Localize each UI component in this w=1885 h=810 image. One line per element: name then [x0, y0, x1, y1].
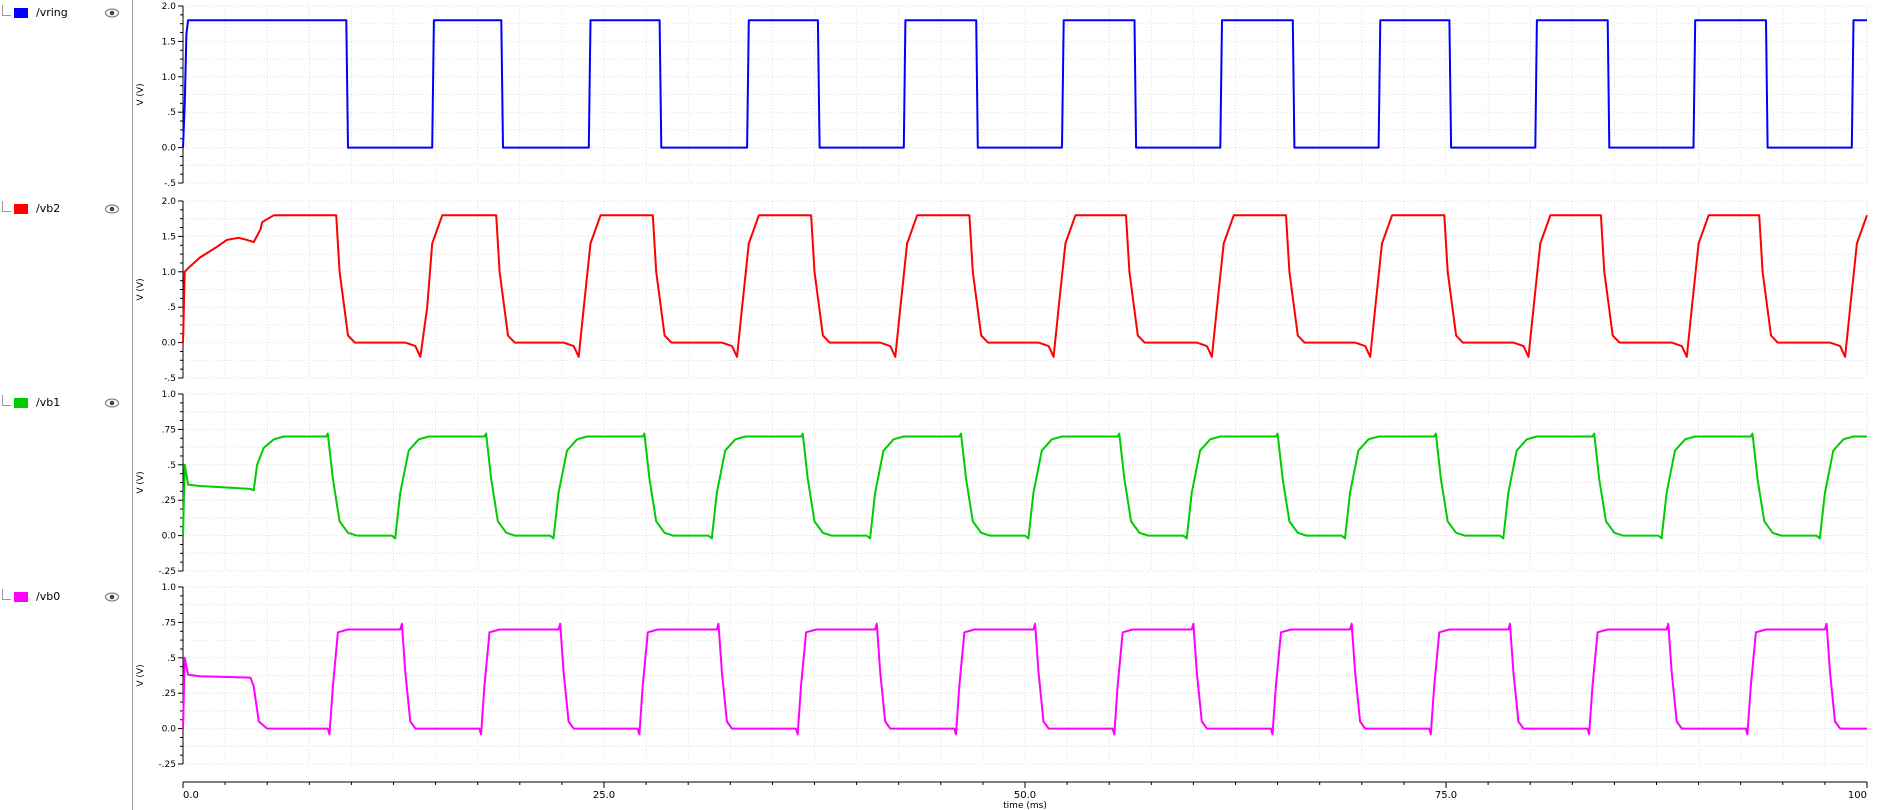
y-tick-label: .25	[162, 496, 176, 506]
color-swatch[interactable]	[14, 398, 28, 408]
y-tick-label: 1.0	[162, 268, 177, 278]
signal-label: /vring	[36, 6, 68, 19]
y-tick-label: 0.0	[162, 339, 177, 349]
y-tick-label: 1.5	[162, 37, 176, 47]
waveform-panel-vb2[interactable]: 2.0 1.5 1.0 .5 0.0 -.5 V (V)	[136, 197, 1868, 384]
signal-label: /vb2	[36, 202, 61, 215]
signal-label: /vb1	[36, 396, 61, 409]
y-tick-label: 1.0	[162, 583, 177, 593]
color-swatch[interactable]	[14, 592, 28, 602]
y-tick-label: .5	[167, 461, 176, 471]
eye-icon[interactable]	[104, 6, 120, 20]
y-tick-label: .75	[162, 618, 176, 628]
x-tick-label: 0.0	[183, 790, 199, 801]
eye-icon[interactable]	[104, 396, 120, 410]
y-tick-label: .25	[162, 689, 176, 699]
y-tick-label: 0.0	[162, 725, 177, 735]
waveform-line-vb1	[182, 432, 1867, 540]
y-axis-label: V (V)	[136, 278, 146, 300]
y-tick-label: 1.5	[162, 232, 176, 242]
signal-entry-vring[interactable]: /vring	[0, 5, 130, 25]
x-tick-label: 75.0	[1435, 790, 1457, 801]
y-tick-label: -.25	[158, 760, 176, 770]
signal-entry-vb0[interactable]: /vb0	[0, 589, 130, 609]
y-tick-label: 0.0	[162, 144, 177, 154]
color-swatch[interactable]	[14, 204, 28, 214]
y-tick-label: .5	[167, 654, 176, 664]
y-tick-label: .75	[162, 425, 176, 435]
tree-branch-icon	[2, 201, 11, 212]
y-tick-label: 0.0	[162, 532, 177, 542]
y-tick-label: 2.0	[162, 197, 177, 207]
waveform-panel-vb1[interactable]: 1.0 .75 .5 .25 0.0 -.25 V (V)	[136, 390, 1868, 577]
signal-entry-vb2[interactable]: /vb2	[0, 201, 130, 221]
y-tick-label: .5	[167, 108, 176, 118]
x-tick-label: 25.0	[593, 790, 615, 801]
tree-branch-icon	[2, 395, 11, 406]
x-axis-label: time (ms)	[1003, 801, 1047, 810]
x-tick-label: 100	[1848, 790, 1867, 801]
y-axis-label: V (V)	[136, 83, 146, 105]
y-tick-label: -.5	[164, 179, 176, 189]
x-tick-label: 50.0	[1014, 790, 1036, 801]
y-axis-label: V (V)	[136, 471, 146, 493]
waveform-panel-vring[interactable]: 2.0 1.5 1.0 .5 0.0 -.5 V (V)	[136, 2, 1868, 189]
waveform-line-vring	[182, 19, 1867, 149]
waveform-line-vb2	[182, 214, 1868, 358]
y-tick-label: .5	[167, 303, 176, 313]
sidebar-divider	[132, 0, 133, 810]
eye-icon[interactable]	[104, 202, 120, 216]
eye-icon[interactable]	[104, 590, 120, 604]
y-tick-label: 1.0	[162, 390, 177, 400]
signal-entry-vb1[interactable]: /vb1	[0, 395, 130, 415]
y-tick-label: 2.0	[162, 2, 177, 12]
tree-branch-icon	[2, 589, 11, 600]
y-tick-label: -.25	[158, 567, 176, 577]
signal-label: /vb0	[36, 590, 61, 603]
signal-list-sidebar: /vring /vb2 /vb1 /vb0	[0, 0, 132, 810]
waveform-line-vb0	[182, 622, 1867, 736]
color-swatch[interactable]	[14, 8, 28, 18]
tree-branch-icon	[2, 5, 11, 16]
y-axis-label: V (V)	[136, 664, 146, 686]
y-tick-label: 1.0	[162, 73, 177, 83]
y-tick-label: -.5	[164, 374, 176, 384]
waveform-panel-vb0[interactable]: 1.0 .75 .5 .25 0.0 -.25 V (V)	[136, 583, 1868, 770]
